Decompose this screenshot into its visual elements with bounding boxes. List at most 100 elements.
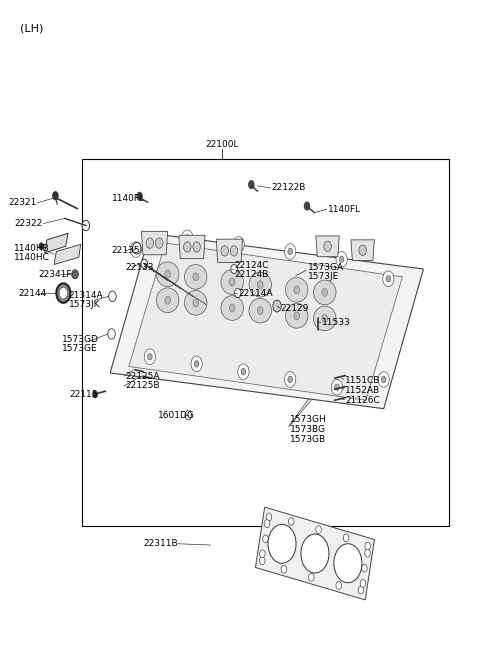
Ellipse shape <box>313 280 336 305</box>
Circle shape <box>309 573 314 581</box>
Circle shape <box>257 281 263 289</box>
Circle shape <box>288 517 294 525</box>
Polygon shape <box>129 243 402 400</box>
Polygon shape <box>54 244 81 265</box>
Circle shape <box>248 180 254 189</box>
Circle shape <box>241 368 246 375</box>
Circle shape <box>59 288 68 299</box>
Text: 22341F: 22341F <box>38 270 72 279</box>
Circle shape <box>238 364 249 379</box>
Text: 1573BG: 1573BG <box>290 425 326 434</box>
Circle shape <box>331 379 343 395</box>
Text: 1151CB: 1151CB <box>345 376 381 385</box>
Circle shape <box>231 265 237 274</box>
Ellipse shape <box>156 262 179 287</box>
Text: 22124B: 22124B <box>234 270 268 279</box>
Circle shape <box>38 242 44 250</box>
Circle shape <box>263 535 268 543</box>
Text: 1573GB: 1573GB <box>290 435 326 443</box>
Text: 22135: 22135 <box>111 246 140 255</box>
Text: 1140HC: 1140HC <box>14 253 50 262</box>
Circle shape <box>141 259 147 269</box>
Circle shape <box>147 354 152 360</box>
Circle shape <box>165 271 170 278</box>
Circle shape <box>383 271 394 287</box>
Circle shape <box>365 542 371 550</box>
Circle shape <box>193 242 200 252</box>
Text: 1573GA: 1573GA <box>308 263 344 272</box>
Text: 22133: 22133 <box>126 263 154 272</box>
Circle shape <box>193 273 199 281</box>
Circle shape <box>230 246 238 256</box>
Circle shape <box>322 314 327 322</box>
Circle shape <box>288 248 292 255</box>
Circle shape <box>285 244 296 259</box>
Text: 22115: 22115 <box>70 390 98 399</box>
Polygon shape <box>110 233 423 409</box>
Circle shape <box>233 236 244 252</box>
Circle shape <box>108 291 116 301</box>
Circle shape <box>229 278 235 286</box>
Circle shape <box>156 238 163 248</box>
Circle shape <box>334 544 362 583</box>
Circle shape <box>221 246 228 256</box>
Circle shape <box>304 202 310 211</box>
Text: 22311B: 22311B <box>144 539 178 548</box>
Text: 1140FL: 1140FL <box>327 205 360 214</box>
Ellipse shape <box>286 303 308 328</box>
Circle shape <box>273 300 281 312</box>
Circle shape <box>316 526 322 534</box>
Circle shape <box>259 557 265 565</box>
Polygon shape <box>351 240 374 261</box>
Circle shape <box>229 304 235 312</box>
Text: 1573GE: 1573GE <box>62 344 97 353</box>
Bar <box>82 159 449 525</box>
Text: 22122B: 22122B <box>272 183 306 193</box>
Text: 22114A: 22114A <box>239 290 273 298</box>
Circle shape <box>294 312 300 320</box>
Ellipse shape <box>286 278 308 302</box>
Circle shape <box>136 192 143 201</box>
Circle shape <box>146 238 154 248</box>
Circle shape <box>361 564 367 572</box>
Text: 22322: 22322 <box>14 219 42 228</box>
Circle shape <box>339 256 344 263</box>
Circle shape <box>358 586 364 594</box>
Circle shape <box>108 329 115 339</box>
Circle shape <box>191 356 202 371</box>
Text: 1140FL: 1140FL <box>111 195 144 204</box>
Circle shape <box>266 513 272 521</box>
Polygon shape <box>45 233 68 253</box>
Circle shape <box>343 534 349 542</box>
Polygon shape <box>316 236 339 257</box>
Text: 1140HB: 1140HB <box>14 244 50 253</box>
Circle shape <box>335 384 339 390</box>
Circle shape <box>92 390 98 398</box>
Circle shape <box>336 582 342 590</box>
Circle shape <box>268 524 296 563</box>
Ellipse shape <box>221 270 243 294</box>
Text: 11533: 11533 <box>322 318 351 327</box>
Text: 21314A: 21314A <box>69 291 103 300</box>
Circle shape <box>181 230 193 246</box>
Polygon shape <box>142 231 168 255</box>
Circle shape <box>359 245 366 255</box>
Circle shape <box>235 289 241 297</box>
Ellipse shape <box>249 272 272 297</box>
Circle shape <box>133 246 138 253</box>
Circle shape <box>386 276 391 282</box>
Circle shape <box>52 191 59 200</box>
Text: 1601DG: 1601DG <box>158 411 195 420</box>
Polygon shape <box>255 507 374 600</box>
Text: 1573GD: 1573GD <box>62 335 99 344</box>
Text: 21126C: 21126C <box>345 396 380 405</box>
Text: 22100L: 22100L <box>205 140 239 149</box>
Ellipse shape <box>184 290 207 315</box>
Text: 22125B: 22125B <box>126 381 160 390</box>
Circle shape <box>130 242 142 257</box>
Text: 22321: 22321 <box>8 198 36 207</box>
Circle shape <box>260 550 265 557</box>
Circle shape <box>294 286 300 293</box>
Circle shape <box>72 270 78 279</box>
Circle shape <box>56 284 71 303</box>
